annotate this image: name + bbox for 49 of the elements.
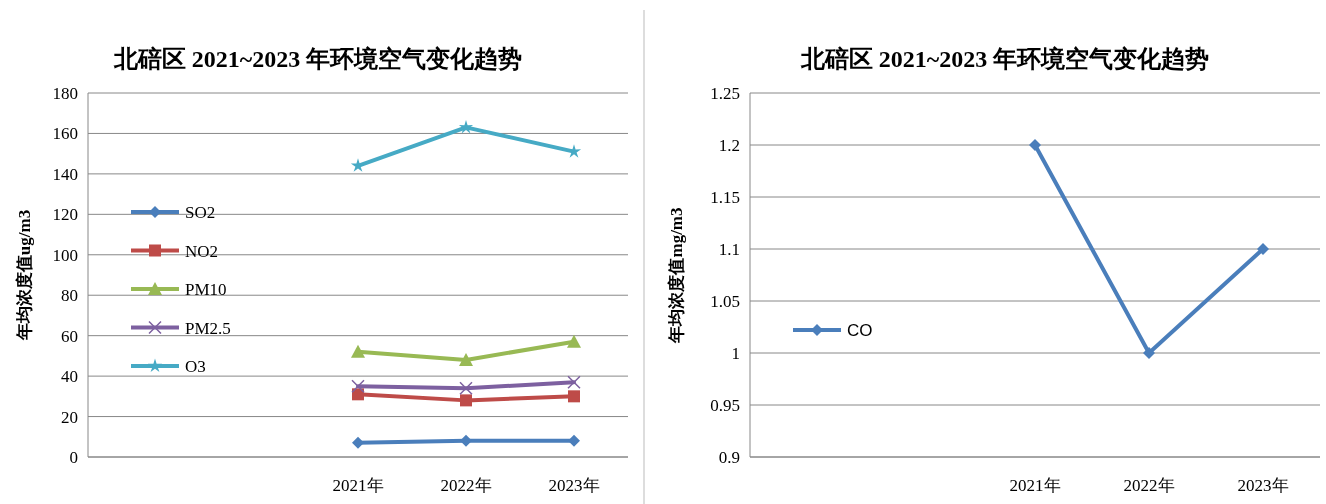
- point: [458, 119, 474, 134]
- x-tick-label: 2022年: [440, 476, 492, 495]
- y-tick-label: 1.1: [718, 240, 740, 259]
- point: [568, 390, 580, 403]
- point: [351, 379, 365, 393]
- y-tick-label: 160: [52, 124, 78, 144]
- y-tick-label: 0: [69, 448, 78, 467]
- point: [1029, 139, 1041, 151]
- y-tick-label: 40: [61, 367, 78, 387]
- y-axis-title: 年均浓度值ug/m3: [15, 209, 34, 342]
- y-tick-label: 120: [52, 205, 78, 225]
- y-tick-label: 1.05: [710, 292, 740, 311]
- y-tick-label: 140: [52, 164, 78, 184]
- point: [1143, 347, 1155, 359]
- y-tick-label: 180: [52, 84, 78, 103]
- point: [460, 394, 472, 407]
- point: [459, 352, 473, 366]
- x-tick-label: 2021年: [1009, 476, 1061, 495]
- point: [567, 375, 581, 389]
- x-tick-label: 2021年: [332, 476, 384, 495]
- y-tick-label: 1.2: [718, 136, 740, 155]
- y-tick-label: 1.25: [710, 84, 740, 103]
- y-tick-label: 1.15: [710, 188, 740, 207]
- legend-label: O3: [185, 357, 206, 376]
- point: [567, 334, 581, 348]
- point: [460, 434, 472, 447]
- y-tick-label: 20: [61, 407, 78, 427]
- point: [351, 344, 365, 358]
- legend-label: NO2: [185, 241, 219, 261]
- y-axis-title: 年均浓度值mg/m3: [667, 207, 686, 344]
- legend-label: CO: [847, 321, 873, 340]
- legend-label: SO2: [185, 203, 216, 222]
- y-tick-label: 100: [52, 245, 78, 265]
- x-tick-label: 2022年: [1123, 476, 1175, 495]
- point: [352, 436, 364, 449]
- y-tick-label: 0.9: [718, 448, 740, 467]
- y-tick-label: 60: [61, 326, 78, 346]
- legend-label: PM2.5: [185, 318, 231, 338]
- chart-title: 北碚区 2021~2023 年环境空气变化趋势: [799, 46, 1210, 72]
- point: [459, 381, 473, 395]
- y-tick-label: 80: [61, 286, 78, 306]
- x-tick-label: 2023年: [548, 476, 600, 495]
- point: [568, 434, 580, 447]
- y-tick-label: 1: [731, 344, 740, 363]
- point: [1257, 243, 1269, 255]
- legend-label: PM10: [185, 280, 227, 299]
- y-tick-label: 0.95: [710, 396, 740, 415]
- x-tick-label: 2023年: [1237, 476, 1289, 495]
- chart-title: 北碚区 2021~2023 年环境空气变化趋势: [112, 46, 523, 72]
